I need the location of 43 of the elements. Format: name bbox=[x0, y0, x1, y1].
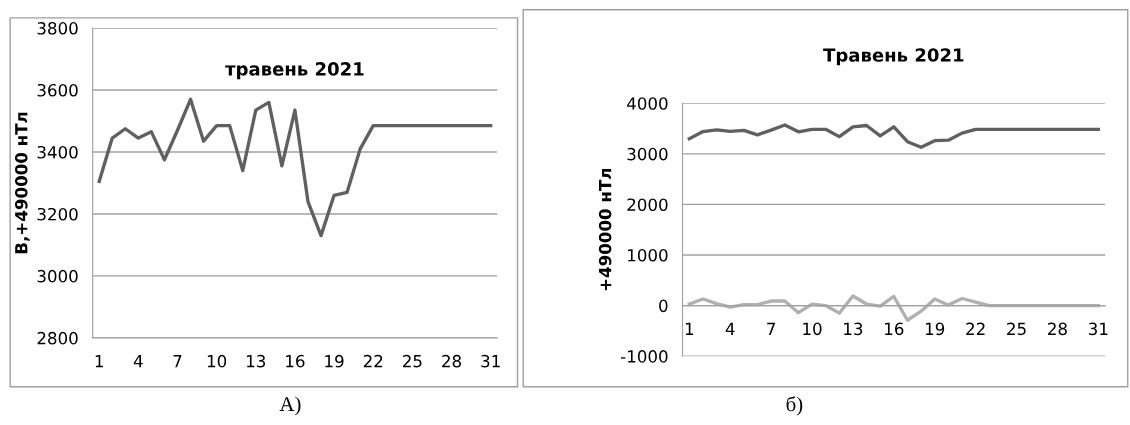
y-axis-title: +490000 нТл bbox=[598, 168, 612, 291]
text: травень 2021 bbox=[225, 62, 364, 80]
line-series bbox=[687, 294, 1100, 322]
y-tick-label: 4000 bbox=[627, 97, 668, 110]
y-tick-label: 0 bbox=[659, 299, 668, 313]
y-axis-title: В,+490000 нТл bbox=[14, 112, 30, 254]
x-tick-label: 22 bbox=[363, 354, 383, 368]
x-tick-label: 16 bbox=[885, 322, 904, 336]
y-tick-label: 3600 bbox=[37, 83, 78, 97]
y-tick-label: -1000 bbox=[621, 350, 668, 363]
x-tick-label: 28 bbox=[442, 354, 461, 368]
y-tick-label: 3400 bbox=[37, 145, 78, 159]
x-tick-label: 7 bbox=[767, 322, 776, 335]
x-tick-label: 13 bbox=[247, 354, 266, 368]
x-tick-label: 7 bbox=[173, 355, 182, 368]
x-tick-label: 10 bbox=[803, 322, 822, 336]
x-tick-label: 1 bbox=[95, 355, 103, 368]
x-tick-label: 22 bbox=[966, 322, 985, 335]
y-tick-label: 2000 bbox=[627, 198, 668, 211]
x-tick-label: 13 bbox=[844, 322, 863, 336]
x-tick-label: 4 bbox=[725, 322, 735, 335]
line-series bbox=[687, 123, 1100, 149]
x-tick-label: 19 bbox=[925, 322, 945, 336]
x-tick-label: 25 bbox=[1007, 322, 1026, 336]
text: б) bbox=[786, 396, 803, 416]
x-tick-label: 19 bbox=[325, 354, 344, 368]
x-tick-label: 1 bbox=[685, 322, 694, 335]
x-tick-label: 31 bbox=[481, 354, 500, 368]
x-tick-label: 4 bbox=[133, 355, 143, 368]
y-tick-label: 3000 bbox=[37, 269, 78, 283]
y-tick-label: 1000 bbox=[628, 248, 668, 262]
y-tick-label: 3800 bbox=[37, 22, 78, 35]
x-tick-label: 16 bbox=[286, 354, 305, 368]
x-tick-label: 31 bbox=[1088, 322, 1108, 336]
y-tick-label: 3200 bbox=[37, 207, 78, 221]
y-tick-label: 3000 bbox=[627, 147, 668, 161]
x-tick-label: 10 bbox=[207, 354, 227, 368]
x-tick-label: 25 bbox=[402, 354, 422, 368]
x-tick-label: 28 bbox=[1048, 322, 1067, 336]
text: А) bbox=[279, 396, 301, 416]
y-tick-label: 2800 bbox=[37, 331, 78, 345]
line-series bbox=[97, 97, 493, 238]
chart-title: Травень 2021 bbox=[823, 48, 964, 66]
